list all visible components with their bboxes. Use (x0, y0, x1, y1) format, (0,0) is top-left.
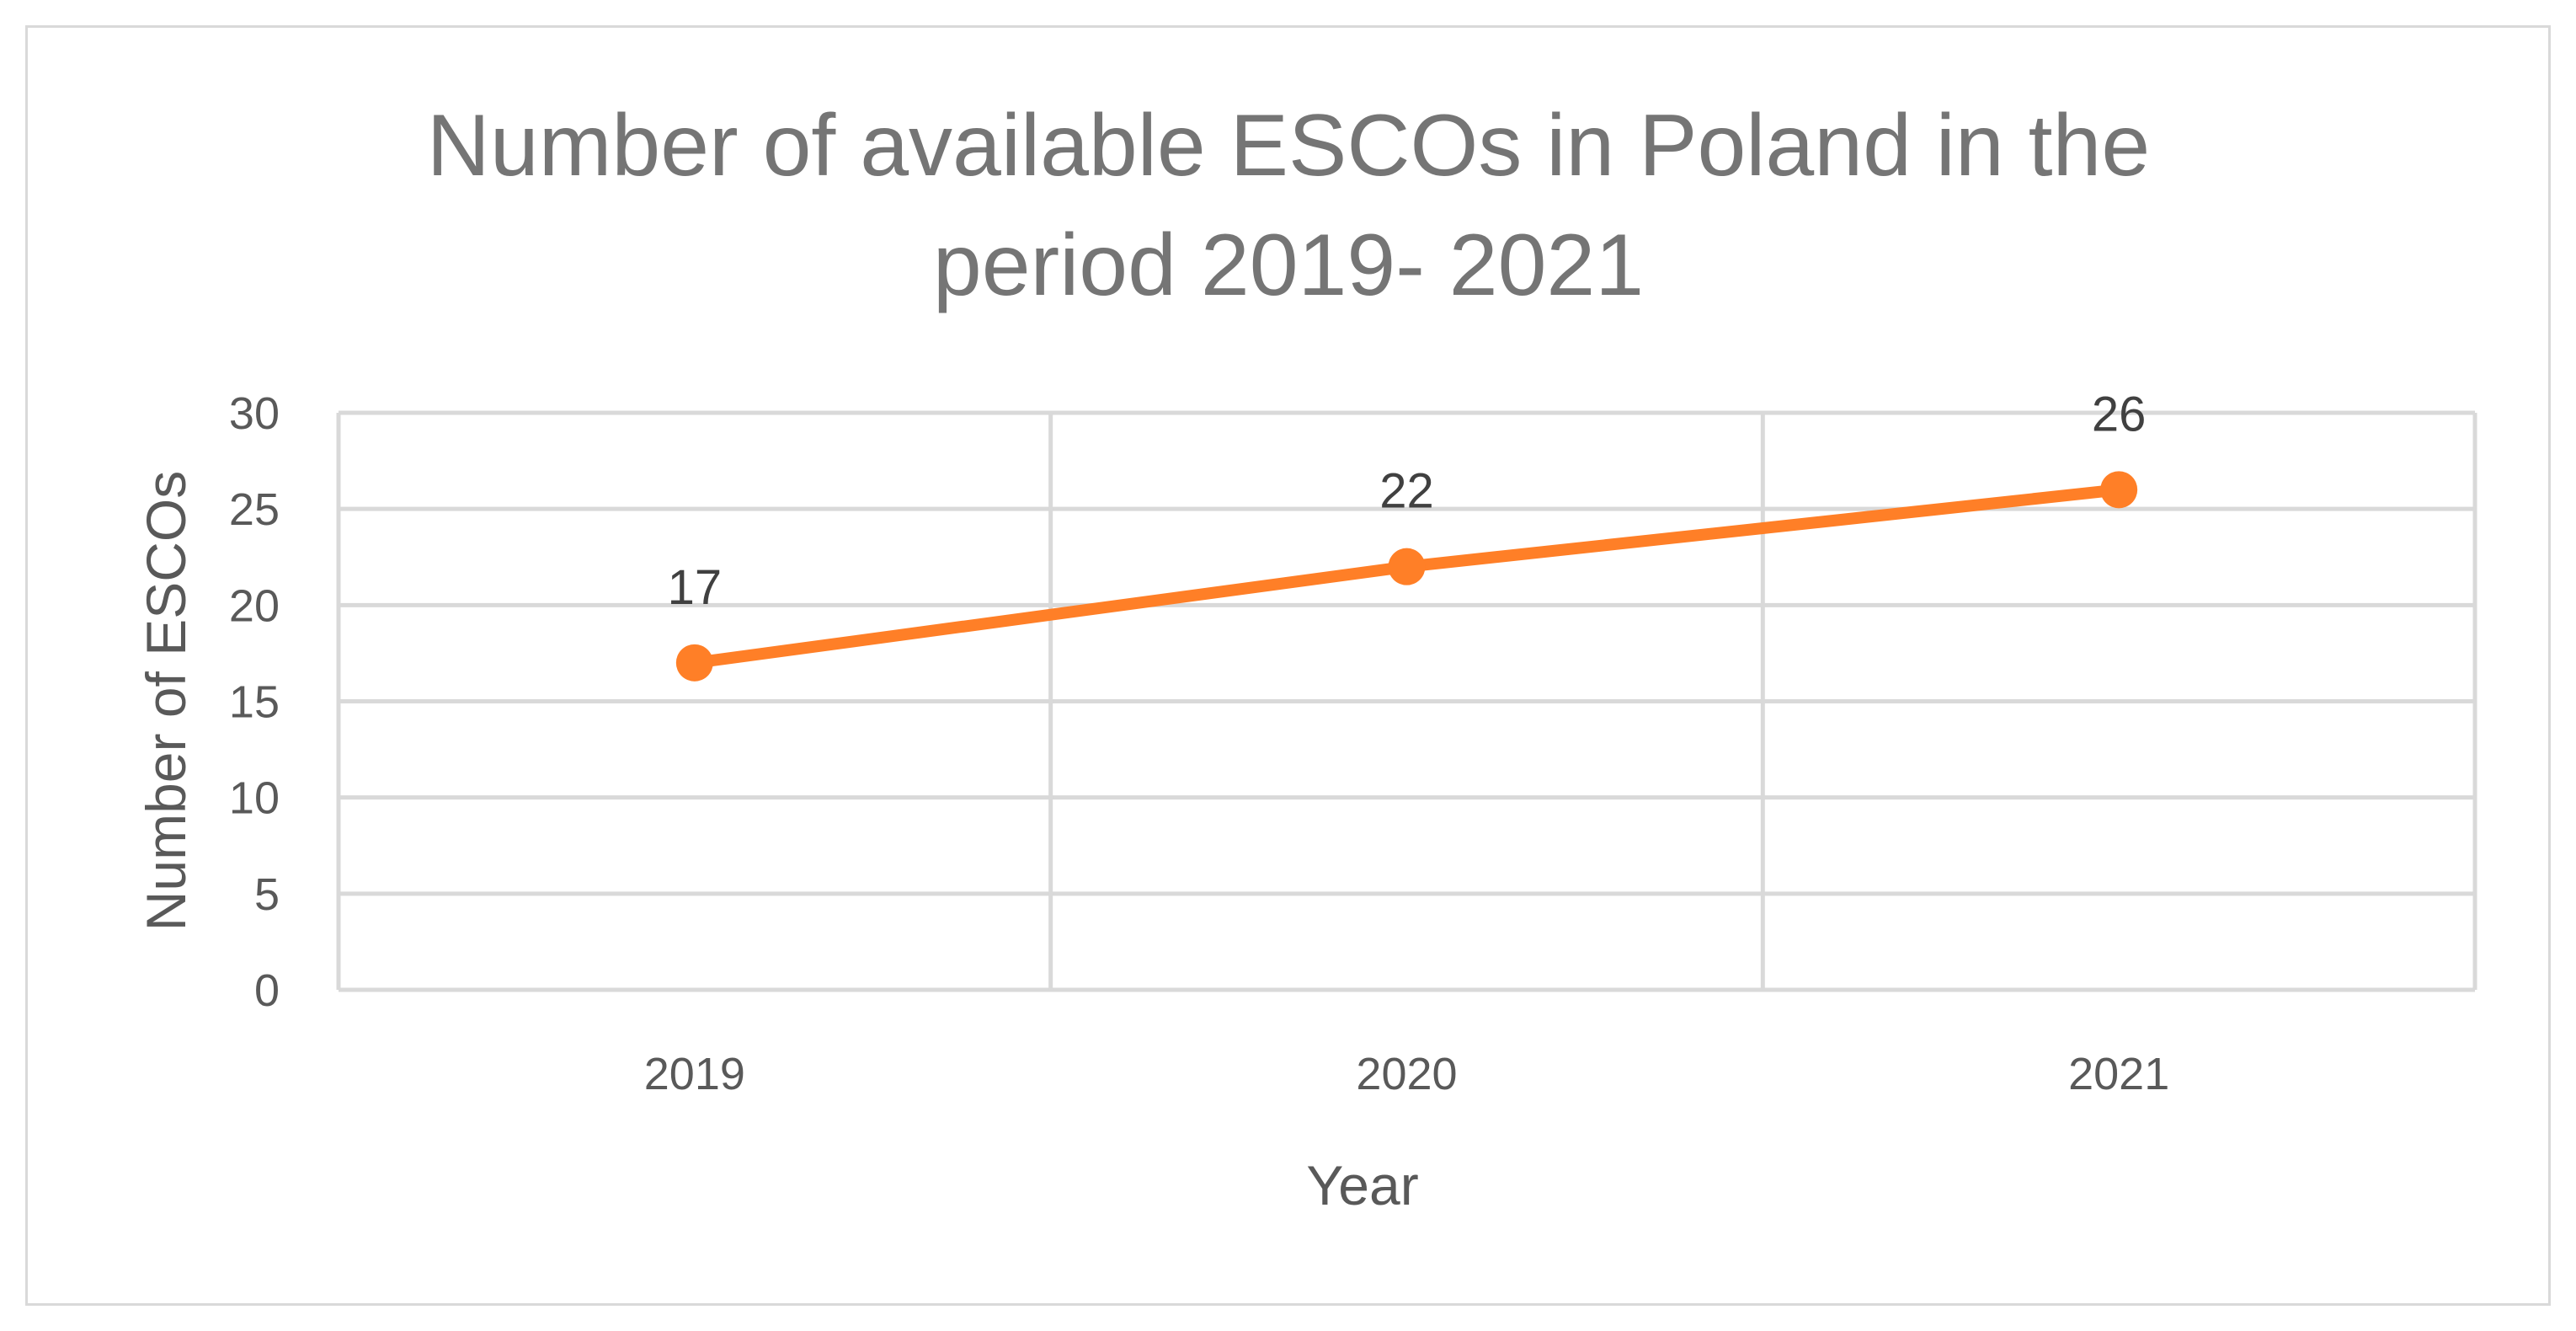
data-point-marker (1388, 548, 1426, 585)
y-tick-label: 5 (254, 869, 280, 920)
x-axis-title: Year (1306, 1154, 1418, 1216)
data-point-marker (675, 644, 713, 682)
y-tick-label: 0 (254, 965, 280, 1016)
y-tick-label: 10 (229, 773, 280, 824)
x-tick-label: 2019 (644, 1049, 745, 1099)
data-label: 26 (2092, 387, 2147, 441)
x-tick-label: 2021 (2068, 1049, 2169, 1099)
data-label: 22 (1379, 464, 1434, 519)
y-tick-label: 15 (229, 677, 280, 728)
y-tick-label: 30 (229, 388, 280, 439)
y-tick-label: 20 (229, 580, 280, 631)
y-axis-title: Number of ESCOs (135, 471, 197, 932)
data-label: 17 (668, 560, 723, 615)
chart-title-line-2: period 2019- 2021 (933, 216, 1644, 314)
y-tick-label: 25 (229, 484, 280, 535)
data-point-marker (2100, 471, 2138, 509)
x-tick-label: 2020 (1356, 1049, 1457, 1099)
chart-frame (25, 25, 2551, 1306)
chart-title-line-1: Number of available ESCOs in Poland in t… (427, 97, 2150, 195)
